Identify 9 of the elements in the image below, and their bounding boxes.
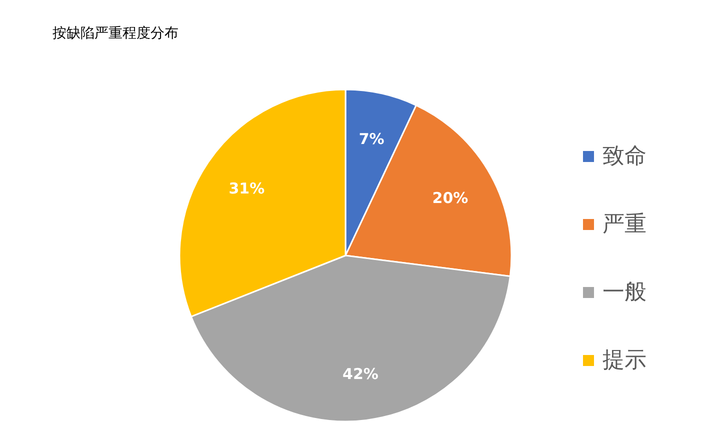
legend-label: 致命	[602, 144, 646, 169]
data-label: 20%	[432, 188, 468, 207]
data-label: 42%	[342, 365, 378, 384]
legend-label: 严重	[602, 212, 646, 237]
legend-label: 提示	[602, 348, 646, 373]
chart-title: 按缺陷严重程度分布	[52, 26, 178, 42]
data-label: 31%	[228, 179, 265, 198]
legend-label: 一般	[602, 280, 646, 305]
data-label: 7%	[358, 130, 384, 148]
